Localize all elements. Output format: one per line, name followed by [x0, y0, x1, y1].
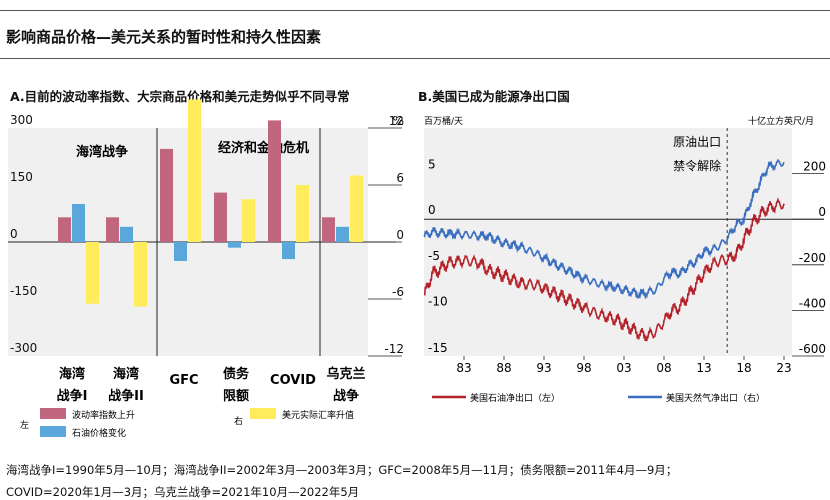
panel-b-x-tick-label: 93: [536, 361, 551, 375]
panel-b-annotation-text: 禁令解除: [673, 158, 721, 173]
panel-b-right-tick-label: 0: [818, 205, 826, 219]
panel-b-left-unit: 百万桶/天: [424, 115, 463, 127]
panel-a-bar: [228, 242, 241, 248]
panel-a-bar: [174, 242, 187, 261]
panel-b-right-tick-label: -400: [799, 296, 826, 310]
panel-a-bar: [282, 242, 295, 260]
panel-a-category-label: 债务: [223, 366, 250, 382]
top-rule: [0, 10, 830, 11]
panel-b-left-tick-label: -10: [428, 294, 448, 308]
panel-a-category-label: COVID: [270, 373, 316, 388]
panel-a-right-tick-label: -6: [392, 285, 404, 299]
panel-a-bar: [336, 226, 349, 242]
panel-b-annotation-text: 原油出口: [673, 135, 721, 149]
panel-b-right-tick-label: 200: [803, 160, 826, 174]
panel-a-legend-swatch: [40, 426, 66, 437]
panel-b-left-tick-label: 5: [428, 158, 436, 172]
panel-a-bar: [160, 148, 173, 242]
panel-a-right-tick-label: 0: [396, 228, 404, 242]
panel-a-bar: [134, 242, 147, 307]
panel-b-left-tick-label: -15: [428, 341, 448, 355]
panel-a-bar: [268, 120, 281, 242]
panel-a-right-tick-label: 6: [396, 171, 404, 185]
panel-a-bar: [322, 217, 335, 242]
panel-b-right-tick-label: -600: [799, 342, 826, 356]
panel-a-right-tick-label: -12: [384, 342, 404, 356]
panel-a-left-tick-label: -150: [10, 284, 37, 298]
panel-a-bar: [58, 217, 71, 242]
panel-b-right-unit: 十亿立方英尺/月: [748, 115, 814, 127]
panel-b-title: B.美国已成为能源净出口国: [418, 89, 570, 104]
panel-a-left-tick-label: 150: [10, 170, 33, 184]
panel-a-bar: [120, 226, 133, 242]
panel-a-region-label-crisis: 经济和金融危机: [218, 140, 309, 156]
panel-a-left-tick-label: -300: [10, 341, 37, 355]
panel-b-series-line-oil: [423, 197, 785, 342]
panel-a-legend-side-right: 右: [234, 415, 243, 427]
panel-b-x-tick-label: 98: [576, 361, 591, 375]
footnote-line-2: COVID=2020年1月—3月；乌克兰战争=2021年10月—2022年5月: [6, 485, 360, 499]
panel-a-legend-label: 石油价格变化: [72, 427, 126, 439]
panel-a-bar: [86, 242, 99, 304]
panel-a-category-label: 海湾: [113, 366, 139, 382]
panel-a-bar: [106, 217, 119, 242]
panel-a-legend-label: 波动率指数上升: [72, 409, 135, 421]
panel-a-category-label: 战争II: [108, 388, 144, 404]
panel-a-category-label: 战争I: [57, 388, 88, 404]
panel-b-right-tick-label: -200: [799, 251, 826, 265]
panel-a-legend-swatch: [250, 408, 276, 419]
panel-a-bar: [242, 199, 255, 242]
panel-a-legend-label: 美元实际汇率升值: [282, 409, 354, 421]
figure-title: 影响商品价格—美元关系的暂时性和持久性因素: [6, 28, 322, 46]
panel-a-bar: [296, 185, 309, 242]
panel-a-right-tick-label: 12: [389, 114, 404, 128]
panel-b-left-tick-label: -5: [428, 249, 440, 263]
panel-b-x-tick-label: 08: [656, 361, 671, 375]
panel-a-bar: [214, 192, 227, 242]
panel-a-title: A.目前的波动率指数、大宗商品价格和美元走势似乎不同寻常: [10, 89, 350, 104]
panel-b-left-tick-label: 0: [428, 203, 436, 217]
panel-a-bar: [188, 99, 201, 242]
panel-a-legend-swatch: [40, 408, 66, 419]
panel-a-category-label: 乌克兰: [326, 366, 365, 382]
panel-a-bar: [350, 175, 363, 242]
panel-b-plot-area: [424, 128, 792, 356]
panel-a-bar: [72, 204, 85, 242]
panel-b-x-tick-label: 13: [696, 361, 711, 375]
panel-b-x-tick-label: 83: [456, 361, 471, 375]
panel-a-left-tick-label: 0: [10, 227, 18, 241]
panel-a-category-label: GFC: [169, 373, 198, 388]
panel-b-x-tick-label: 88: [496, 361, 511, 375]
panel-a-left-tick-label: 300: [10, 113, 33, 127]
panel-a-right-unit: %: [393, 114, 404, 128]
panel-a-category-label: 战争: [333, 388, 359, 404]
panel-a-region-label-gulf: 海湾战争: [76, 144, 128, 160]
panel-b-x-tick-label: 23: [776, 361, 791, 375]
panel-b-x-tick-label: 03: [616, 361, 631, 375]
panel-b-x-tick-label: 18: [736, 361, 751, 375]
panel-b-legend-label-oil: 美国石油净出口（左）: [470, 392, 560, 404]
title-rule: [0, 58, 830, 59]
panel-a-category-label: 限额: [223, 388, 249, 404]
panel-a-legend-side-left: 左: [20, 419, 29, 431]
panel-a-category-label: 海湾: [59, 366, 85, 382]
panel-b-legend-label-gas: 美国天然气净出口（右）: [666, 392, 765, 404]
footnote-line-1: 海湾战争I=1990年5月—10月；海湾战争II=2002年3月—2003年3月…: [6, 463, 678, 477]
panel-b-series-line-gas: [423, 158, 785, 300]
